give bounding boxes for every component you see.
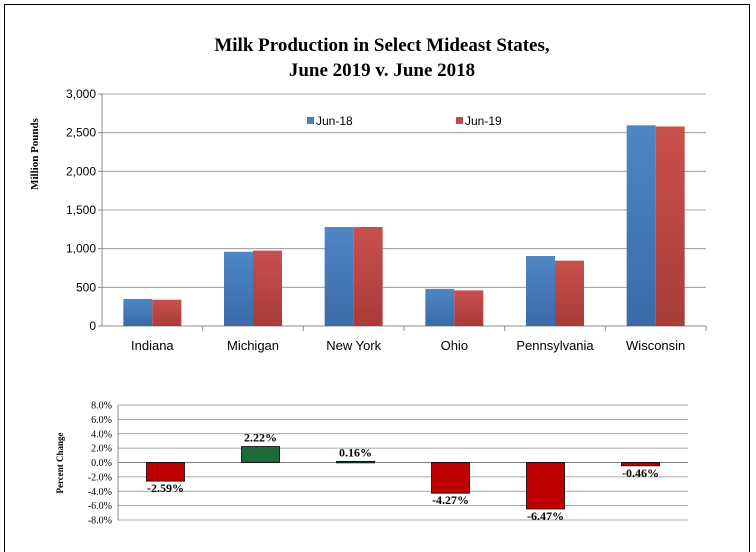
top-bars bbox=[123, 125, 685, 326]
bottom-y-tick-label: 2.0% bbox=[91, 444, 112, 455]
bar-jun-19-ohio bbox=[454, 290, 484, 326]
top-y-tick-label: 500 bbox=[76, 280, 96, 294]
pct-bar-indiana bbox=[146, 462, 185, 482]
bar-jun-18-new-york bbox=[324, 227, 354, 326]
legend-label-jun-18: Jun-18 bbox=[316, 114, 353, 128]
top-y-tick-labels: 0 500 1,000 1,500 2,000 2,500 3,000 bbox=[66, 87, 96, 333]
pct-bar-pennsylvania bbox=[526, 462, 565, 510]
bar-jun-18-wisconsin bbox=[626, 125, 656, 326]
top-gridlines bbox=[102, 93, 706, 288]
bar-jun-19-pennsylvania bbox=[555, 260, 584, 326]
bar-jun-18-pennsylvania bbox=[526, 256, 555, 326]
legend-label-jun-19: Jun-19 bbox=[465, 114, 502, 128]
bar-jun-19-indiana bbox=[152, 299, 182, 326]
chart-title: Milk Production in Select Mideast States… bbox=[214, 35, 550, 56]
bar-jun-19-new-york bbox=[353, 227, 383, 326]
bottom-data-labels: -2.59% 2.22% 0.16% -4.27% -6.47% -0.46% bbox=[147, 431, 659, 523]
pct-data-label: -0.46% bbox=[622, 466, 659, 480]
bottom-y-tick-label: -8.0% bbox=[88, 516, 112, 527]
top-y-tick-label: 0 bbox=[89, 319, 96, 333]
bottom-y-tick-label: 4.0% bbox=[91, 429, 112, 440]
pct-bar-wisconsin bbox=[621, 462, 660, 467]
pct-data-label: -2.59% bbox=[147, 481, 184, 495]
top-y-tick-label: 3,000 bbox=[66, 87, 96, 101]
chart-frame bbox=[4, 4, 750, 552]
pct-data-label: 2.22% bbox=[244, 431, 277, 445]
pct-bar-ohio bbox=[431, 462, 470, 494]
pct-bar-michigan bbox=[241, 446, 280, 463]
legend-swatch-jun-19 bbox=[456, 117, 463, 124]
bottom-y-tick-label: -6.0% bbox=[88, 501, 112, 512]
pct-bar-new-york bbox=[336, 460, 375, 464]
bar-jun-18-ohio bbox=[425, 288, 455, 326]
legend: Jun-18 Jun-19 bbox=[307, 114, 502, 128]
top-y-tick-label: 2,500 bbox=[66, 126, 96, 140]
top-y-tick-label: 1,500 bbox=[66, 203, 96, 217]
bottom-y-tick-labels: -8.0% -6.0% -4.0% -2.0% 0.0% 2.0% 4.0% 6.0% 8.0% bbox=[88, 401, 112, 527]
bottom-y-tick-label: 8.0% bbox=[91, 401, 112, 412]
top-y-tick-label: 1,000 bbox=[66, 242, 96, 256]
bottom-y-tick-label: 0.0% bbox=[91, 458, 112, 469]
bottom-y-tick-label: -4.0% bbox=[88, 487, 112, 498]
pct-data-label: -6.47% bbox=[527, 509, 564, 523]
top-y-axis-label: Million Pounds bbox=[29, 117, 41, 190]
top-x-tick-label: New York bbox=[326, 338, 381, 353]
bottom-axes bbox=[117, 405, 688, 520]
bottom-y-tick-label: -2.0% bbox=[88, 472, 112, 483]
bottom-y-axis-label: Percent Change bbox=[55, 432, 65, 493]
top-x-tick-label: Indiana bbox=[131, 338, 174, 353]
top-x-tick-label: Michigan bbox=[227, 338, 279, 353]
pct-data-label: 0.16% bbox=[339, 445, 372, 459]
top-x-tick-label: Wisconsin bbox=[626, 338, 685, 353]
legend-swatch-jun-18 bbox=[307, 117, 314, 124]
top-x-tick-label: Ohio bbox=[441, 338, 468, 353]
bar-jun-18-michigan bbox=[224, 251, 253, 326]
bar-jun-18-indiana bbox=[123, 298, 153, 326]
top-x-tick-label: Pennsylvania bbox=[516, 338, 594, 353]
pct-data-label: -4.27% bbox=[432, 493, 469, 507]
bar-jun-19-michigan bbox=[253, 250, 282, 326]
top-y-tick-label: 2,000 bbox=[66, 164, 96, 178]
bottom-bars bbox=[146, 446, 660, 510]
top-x-tick-labels: Indiana Michigan New York Ohio Pennsylvania W… bbox=[131, 338, 685, 353]
bar-jun-19-wisconsin bbox=[655, 126, 685, 326]
bottom-y-tick-label: 6.0% bbox=[91, 415, 112, 426]
chart-subtitle: June 2019 v. June 2018 bbox=[289, 60, 475, 81]
top-axes bbox=[98, 93, 707, 331]
